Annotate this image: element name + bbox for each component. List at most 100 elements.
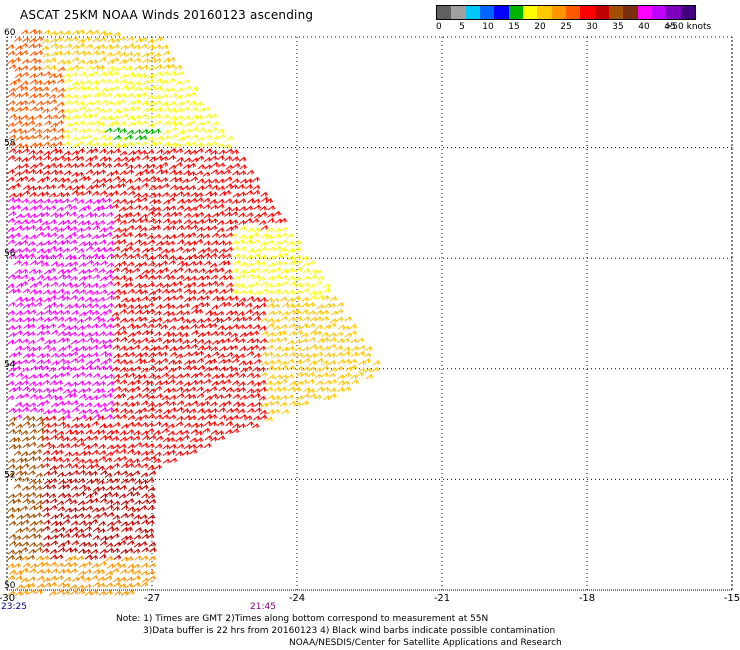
wind-barb [189,365,198,371]
wind-barb [6,233,15,240]
wind-barb [90,212,98,218]
wind-barb [139,316,148,322]
wind-barb [329,295,338,302]
wind-barb [197,218,205,225]
wind-barb [181,332,189,338]
wind-barb [99,402,108,408]
wind-barb [118,232,127,238]
wind-barb [224,240,233,246]
wind-barb [90,147,99,154]
wind-barb [28,450,37,456]
wind-barb [97,50,106,56]
wind-barb [76,422,85,429]
wind-barb [245,330,254,337]
wind-barb [97,268,106,274]
wind-barb [64,316,73,322]
wind-barb [97,253,106,260]
wind-barb [202,427,211,433]
wind-barb [48,162,57,168]
wind-barb [146,94,155,100]
wind-barb [154,402,163,408]
wind-barb [169,351,178,357]
wind-barb [153,198,162,205]
wind-barb [161,344,170,350]
wind-barb [62,309,71,315]
wind-barb [294,276,302,282]
wind-barb [146,422,155,428]
wind-barb [41,45,50,51]
wind-barb [104,127,113,133]
wind-barb [210,267,219,273]
wind-barb [83,548,92,555]
wind-barb [246,247,255,254]
wind-barb [83,423,91,429]
wind-barb [210,149,218,156]
wind-barb [252,252,261,259]
wind-barb [20,65,29,71]
wind-barb [217,434,226,441]
wind-barb [119,430,127,436]
wind-barb [62,532,71,539]
wind-barb [153,100,162,106]
wind-barb [84,302,93,309]
wind-barb [77,574,85,581]
wind-barb [197,288,206,294]
wind-barb [55,148,63,155]
wind-barb [8,520,17,526]
wind-barb [14,106,23,113]
wind-barb [252,387,261,394]
colorbar-swatch [465,6,480,19]
wind-barb [62,129,71,135]
wind-barb [307,388,316,394]
wind-barb [188,359,197,365]
wind-barb [126,497,135,504]
wind-barb [224,211,232,217]
wind-barb [119,107,128,113]
wind-barb [111,311,120,317]
wind-barb [34,29,42,35]
wind-barb [34,128,43,135]
wind-barb [99,374,108,380]
wind-barb [71,49,80,56]
wind-barb [37,427,45,433]
wind-barb [21,450,29,457]
wind-barb [64,471,73,477]
wind-barb [168,254,176,261]
wind-barb [125,245,134,252]
wind-barb [91,507,100,513]
wind-barb [15,345,23,351]
wind-barb [261,330,269,336]
wind-barb [85,120,94,127]
wind-barb [280,260,288,267]
wind-barb [70,381,78,387]
wind-barb [168,147,177,154]
wind-barb [112,401,121,407]
wind-barb [139,261,148,267]
wind-barb [35,499,44,506]
wind-barb [63,150,72,156]
wind-barb [217,372,225,379]
wind-barb [252,337,260,344]
wind-barb [251,231,260,238]
wind-barb [105,485,114,491]
wind-barb [175,266,184,273]
wind-barb [84,93,92,99]
wind-barb [111,491,119,498]
wind-barb [133,192,142,198]
wind-barb [8,192,17,198]
wind-barb [42,506,50,513]
wind-barb [161,44,169,50]
wind-barb [300,371,309,378]
wind-barb [356,371,365,378]
wind-barb [314,269,323,275]
wind-barb [183,414,192,421]
wind-barb [224,428,233,435]
wind-barb [246,273,255,280]
wind-barb [154,57,162,64]
wind-barb [92,581,101,588]
wind-barb [197,282,206,288]
wind-barb [127,351,136,358]
wind-barb [119,274,127,281]
wind-barb [259,386,267,392]
wind-barb [125,276,133,282]
